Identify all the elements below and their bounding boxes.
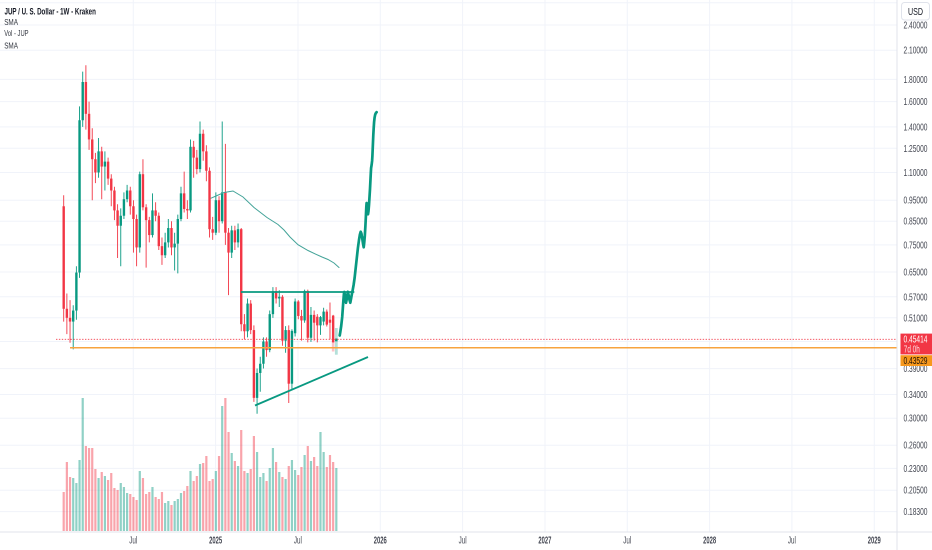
svg-text:0.51000: 0.51000 xyxy=(904,313,928,324)
svg-text:SMA: SMA xyxy=(4,18,18,27)
svg-text:2027: 2027 xyxy=(538,536,551,547)
svg-text:0.18300: 0.18300 xyxy=(904,507,928,518)
svg-text:0.45414: 0.45414 xyxy=(904,335,928,346)
svg-text:1.80000: 1.80000 xyxy=(904,75,928,86)
svg-text:7d 0h: 7d 0h xyxy=(904,344,920,355)
svg-text:USD: USD xyxy=(908,7,923,18)
svg-text:2029: 2029 xyxy=(868,536,881,547)
svg-text:0.39000: 0.39000 xyxy=(904,364,928,375)
svg-text:1.10000: 1.10000 xyxy=(904,168,928,179)
svg-text:0.65000: 0.65000 xyxy=(904,267,928,278)
svg-text:JUP / U. S. Dollar - 1W - Krak: JUP / U. S. Dollar - 1W - Kraken xyxy=(5,7,97,18)
svg-text:2026: 2026 xyxy=(374,536,387,547)
svg-text:Vol - JUP: Vol - JUP xyxy=(4,29,28,38)
svg-text:2.10000: 2.10000 xyxy=(904,46,928,57)
svg-text:SMA: SMA xyxy=(4,42,18,51)
svg-text:Jul: Jul xyxy=(788,536,796,547)
svg-text:2.40000: 2.40000 xyxy=(904,20,928,31)
svg-text:1.40000: 1.40000 xyxy=(904,122,928,133)
svg-text:0.26000: 0.26000 xyxy=(904,441,928,452)
svg-text:0.85000: 0.85000 xyxy=(904,217,928,228)
svg-text:Jul: Jul xyxy=(459,536,467,547)
svg-text:2025: 2025 xyxy=(209,536,222,547)
svg-text:0.20500: 0.20500 xyxy=(904,486,928,497)
svg-text:0.34000: 0.34000 xyxy=(904,390,928,401)
svg-text:Jul: Jul xyxy=(129,536,137,547)
svg-text:Jul: Jul xyxy=(294,536,302,547)
svg-text:0.43529: 0.43529 xyxy=(904,356,928,367)
svg-text:0.57000: 0.57000 xyxy=(904,292,928,303)
svg-text:0.30000: 0.30000 xyxy=(904,414,928,425)
svg-text:0.95000: 0.95000 xyxy=(904,196,928,207)
svg-text:1.25000: 1.25000 xyxy=(904,144,928,155)
svg-text:2028: 2028 xyxy=(703,536,716,547)
svg-text:0.75000: 0.75000 xyxy=(904,240,928,251)
svg-text:0.23000: 0.23000 xyxy=(904,464,928,475)
svg-text:1.60000: 1.60000 xyxy=(904,97,928,108)
svg-text:Jul: Jul xyxy=(623,536,631,547)
